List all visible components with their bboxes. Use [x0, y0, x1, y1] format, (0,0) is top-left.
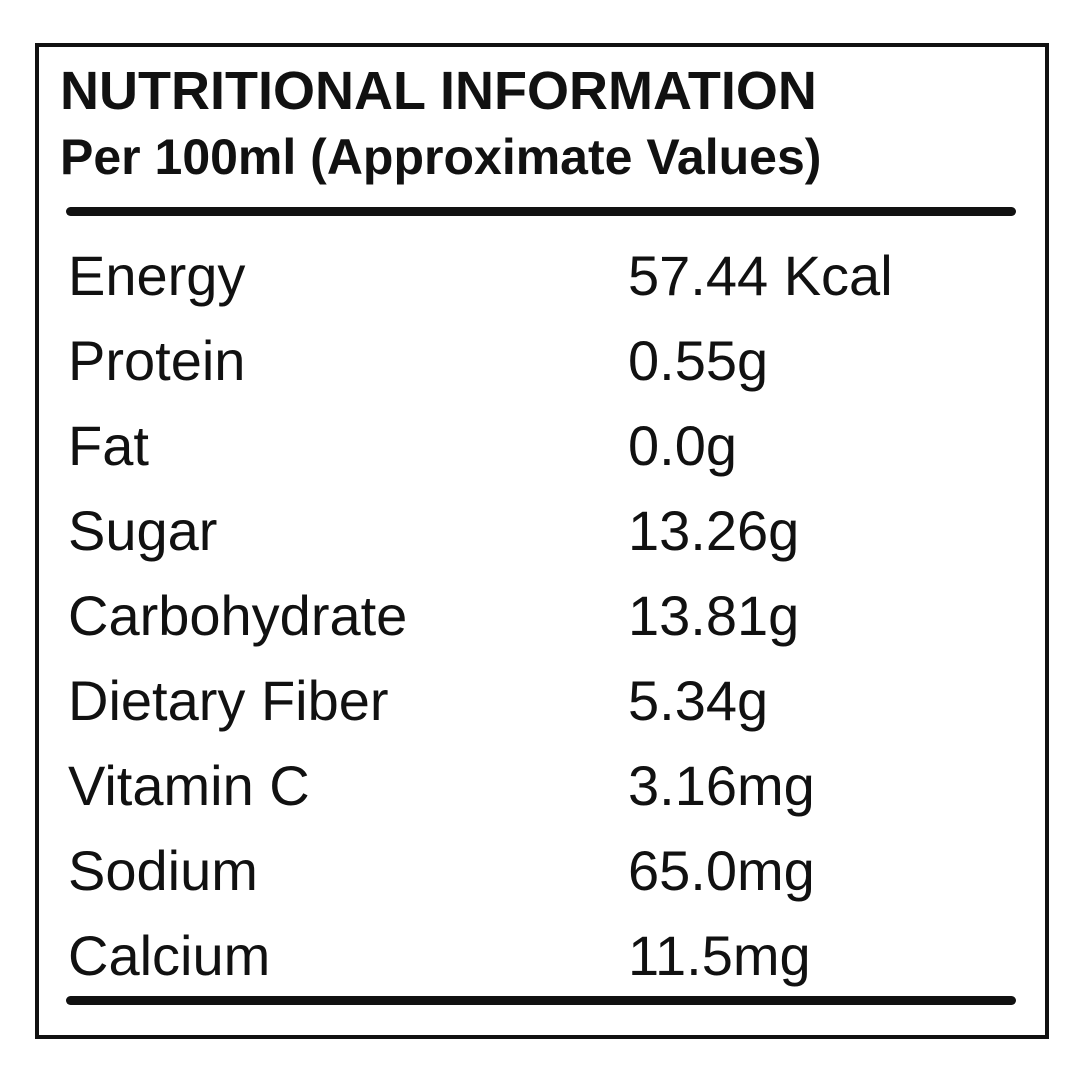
nutrient-amount: 0.55g — [628, 329, 769, 392]
nutrient-name: Sodium — [68, 839, 258, 902]
subtitle: Per 100ml (Approximate Values) — [60, 129, 822, 185]
nutrient-amount: 3.16mg — [628, 754, 815, 817]
title: NUTRITIONAL INFORMATION — [60, 61, 817, 121]
nutrient-amount: 13.26g — [628, 499, 800, 562]
nutrient-name: Vitamin C — [68, 754, 310, 817]
label-border — [35, 43, 1049, 1039]
nutrient-name: Calcium — [68, 924, 271, 987]
nutrient-name: Protein — [68, 329, 246, 392]
nutrient-amount: 65.0mg — [628, 839, 815, 902]
nutrient-amount: 11.5mg — [628, 924, 811, 987]
nutrient-name: Carbohydrate — [68, 584, 408, 647]
nutrient-amount: 13.81g — [628, 584, 800, 647]
nutrient-name: Fat — [68, 414, 149, 477]
nutrient-amount: 5.34g — [628, 669, 769, 732]
nutrient-name: Dietary Fiber — [68, 669, 389, 732]
top-rule — [66, 207, 1016, 216]
nutrient-amount: 57.44 Kcal — [628, 244, 893, 307]
nutrient-amount: 0.0g — [628, 414, 737, 477]
bottom-rule — [66, 996, 1016, 1005]
nutrient-name: Sugar — [68, 499, 218, 562]
nutrient-name: Energy — [68, 244, 246, 307]
